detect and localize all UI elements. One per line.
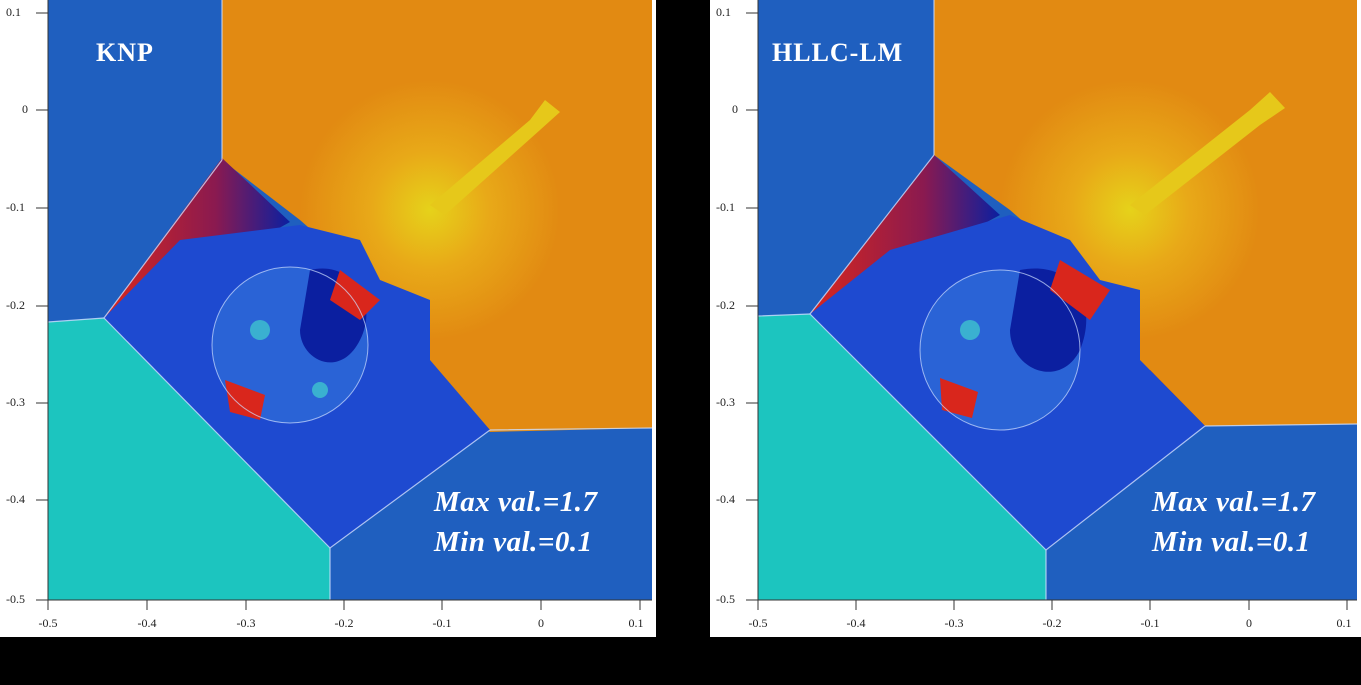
x-tick-label: -0.4 bbox=[846, 616, 866, 630]
y-tick-label: -0.1 bbox=[6, 200, 25, 214]
hllc-lm-panel: 0.1 0 -0.1 -0.2 -0.3 -0.4 -0.5 -0.5 -0.4… bbox=[710, 0, 1361, 637]
y-tick-label: -0.2 bbox=[716, 298, 735, 312]
x-tick-label: -0.2 bbox=[334, 616, 354, 630]
y-tick-label: 0 bbox=[22, 102, 28, 116]
x-tick-label: -0.5 bbox=[748, 616, 768, 630]
min-value-label: Min val.=0.1 bbox=[1152, 526, 1311, 558]
y-tick-label: -0.5 bbox=[6, 592, 25, 606]
method-label: KNP bbox=[96, 38, 154, 67]
y-tick-label: -0.3 bbox=[716, 395, 735, 409]
knp-panel: 0.1 0 -0.1 -0.2 -0.3 -0.4 -0.5 -0.5 -0.4… bbox=[0, 0, 656, 637]
x-tick-label: 0 bbox=[1246, 616, 1252, 630]
x-tick-label: -0.2 bbox=[1042, 616, 1062, 630]
x-tick-label: -0.1 bbox=[432, 616, 452, 630]
x-tick-label: 0 bbox=[538, 616, 544, 630]
x-tick-label: -0.4 bbox=[137, 616, 157, 630]
x-tick-label: 0.1 bbox=[628, 616, 644, 630]
y-tick-label: 0.1 bbox=[716, 5, 731, 19]
max-value-label: Max val.=1.7 bbox=[1152, 486, 1316, 518]
method-label: HLLC-LM bbox=[772, 38, 904, 67]
y-tick-label: -0.2 bbox=[6, 298, 25, 312]
min-value-label: Min val.=0.1 bbox=[434, 526, 593, 558]
y-tick-label: 0 bbox=[732, 102, 738, 116]
x-tick-label: -0.3 bbox=[236, 616, 256, 630]
y-tick-label: -0.4 bbox=[716, 492, 735, 506]
x-tick-label: -0.3 bbox=[944, 616, 964, 630]
knp-density-field bbox=[36, 0, 653, 610]
x-tick-label: -0.5 bbox=[38, 616, 58, 630]
y-tick-label: -0.4 bbox=[6, 492, 25, 506]
x-tick-label: -0.1 bbox=[1140, 616, 1160, 630]
x-tick-label: 0.1 bbox=[1336, 616, 1352, 630]
y-tick-label: 0.1 bbox=[6, 5, 21, 19]
hllc-lm-density-field bbox=[746, 0, 1358, 610]
y-tick-label: -0.1 bbox=[716, 200, 735, 214]
y-tick-label: -0.3 bbox=[6, 395, 25, 409]
max-value-label: Max val.=1.7 bbox=[434, 486, 598, 518]
y-tick-label: -0.5 bbox=[716, 592, 735, 606]
